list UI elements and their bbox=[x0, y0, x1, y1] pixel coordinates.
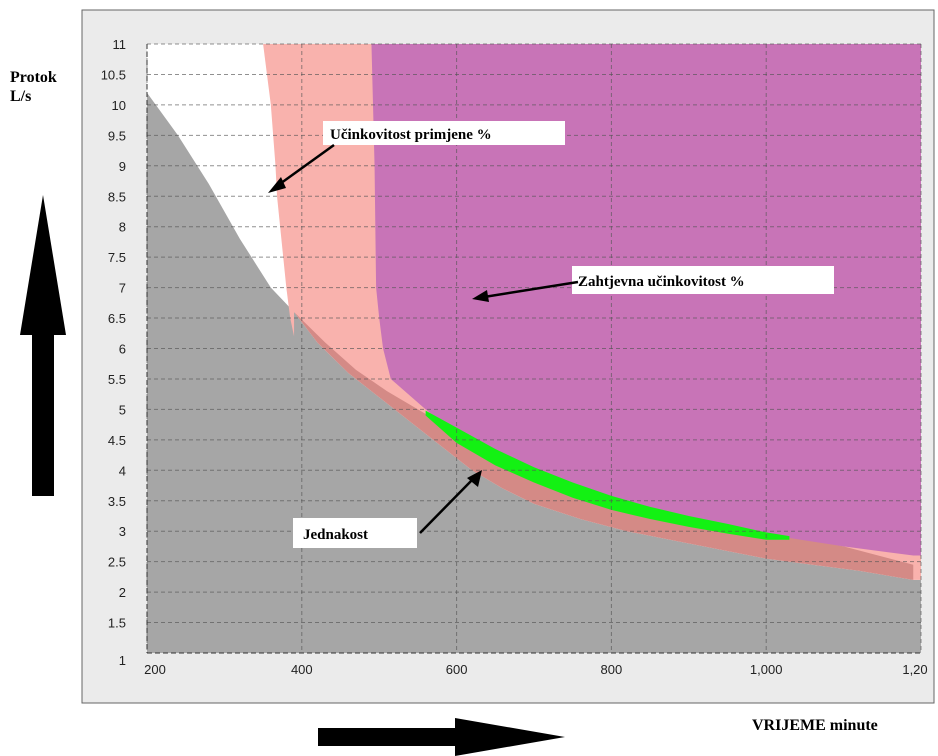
y-tick-label: 1.5 bbox=[108, 616, 126, 631]
y-tick-label: 8.5 bbox=[108, 189, 126, 204]
y-tick-label: 3.5 bbox=[108, 494, 126, 509]
y-tick-label: 11 bbox=[113, 37, 127, 52]
y-tick-label: 5 bbox=[119, 402, 126, 417]
y-tick-label: 10 bbox=[112, 98, 126, 113]
y-tick-label: 1 bbox=[119, 653, 126, 668]
x-axis-label: VRIJEME minute bbox=[752, 717, 878, 734]
plot-layers bbox=[147, 44, 922, 653]
y-tick-label: 5.5 bbox=[108, 372, 126, 387]
up-arrow-icon bbox=[20, 195, 66, 496]
y-tick-label: 4 bbox=[119, 463, 126, 478]
y-tick-label: 9.5 bbox=[108, 128, 126, 143]
x-tick-label: 400 bbox=[291, 662, 313, 677]
x-tick-label: 600 bbox=[446, 662, 468, 677]
y-axis-label-line-2: L/s bbox=[10, 88, 32, 105]
magenta-region bbox=[371, 44, 922, 556]
annotation-zahtjevna-ucinkovitost: Zahtjevna učinkovitost % bbox=[472, 266, 834, 302]
annotation-jednakost: Jednakost bbox=[293, 470, 482, 548]
y-axis-label-line-1: Protok bbox=[10, 69, 57, 86]
y-tick-label: 9 bbox=[119, 159, 126, 174]
y-tick-label: 3 bbox=[119, 524, 126, 539]
x-tick-label: 1,000 bbox=[750, 662, 783, 677]
x-tick-label: 1,20 bbox=[902, 662, 927, 677]
y-tick-label: 2 bbox=[119, 585, 126, 600]
x-tick-label: 200 bbox=[144, 662, 166, 677]
annotation-jednakost-text: Jednakost bbox=[303, 527, 368, 543]
annotation-zahtjevna-ucinkovitost-text: Zahtjevna učinkovitost % bbox=[578, 274, 745, 290]
y-tick-label: 8 bbox=[119, 220, 126, 235]
grid-layer bbox=[146, 43, 922, 654]
tick-layer: 11 10.5 10 9.5 9 8.5 8 7.5 7 6.5 6 5.5 5 4.5 4 3.5 3 2.5 2… bbox=[101, 37, 928, 677]
y-tick-label: 7 bbox=[119, 281, 126, 296]
y-tick-label: 10.5 bbox=[101, 67, 126, 82]
y-tick-label: 2.5 bbox=[108, 555, 126, 570]
x-tick-label: 800 bbox=[601, 662, 623, 677]
dark-salmon-region bbox=[294, 311, 914, 580]
y-tick-label: 7.5 bbox=[108, 250, 126, 265]
annotation-ucinkovitost-primjene-text: Učinkovitost primjene % bbox=[330, 127, 492, 143]
y-axis-label: Protok L/s bbox=[10, 68, 57, 106]
annotation-ucinkovitost-primjene: Učinkovitost primjene % bbox=[268, 121, 565, 193]
y-tick-label: 6.5 bbox=[108, 311, 126, 326]
right-arrow-icon bbox=[318, 718, 565, 756]
y-tick-label: 6 bbox=[119, 342, 126, 357]
y-tick-label: 4.5 bbox=[108, 433, 126, 448]
